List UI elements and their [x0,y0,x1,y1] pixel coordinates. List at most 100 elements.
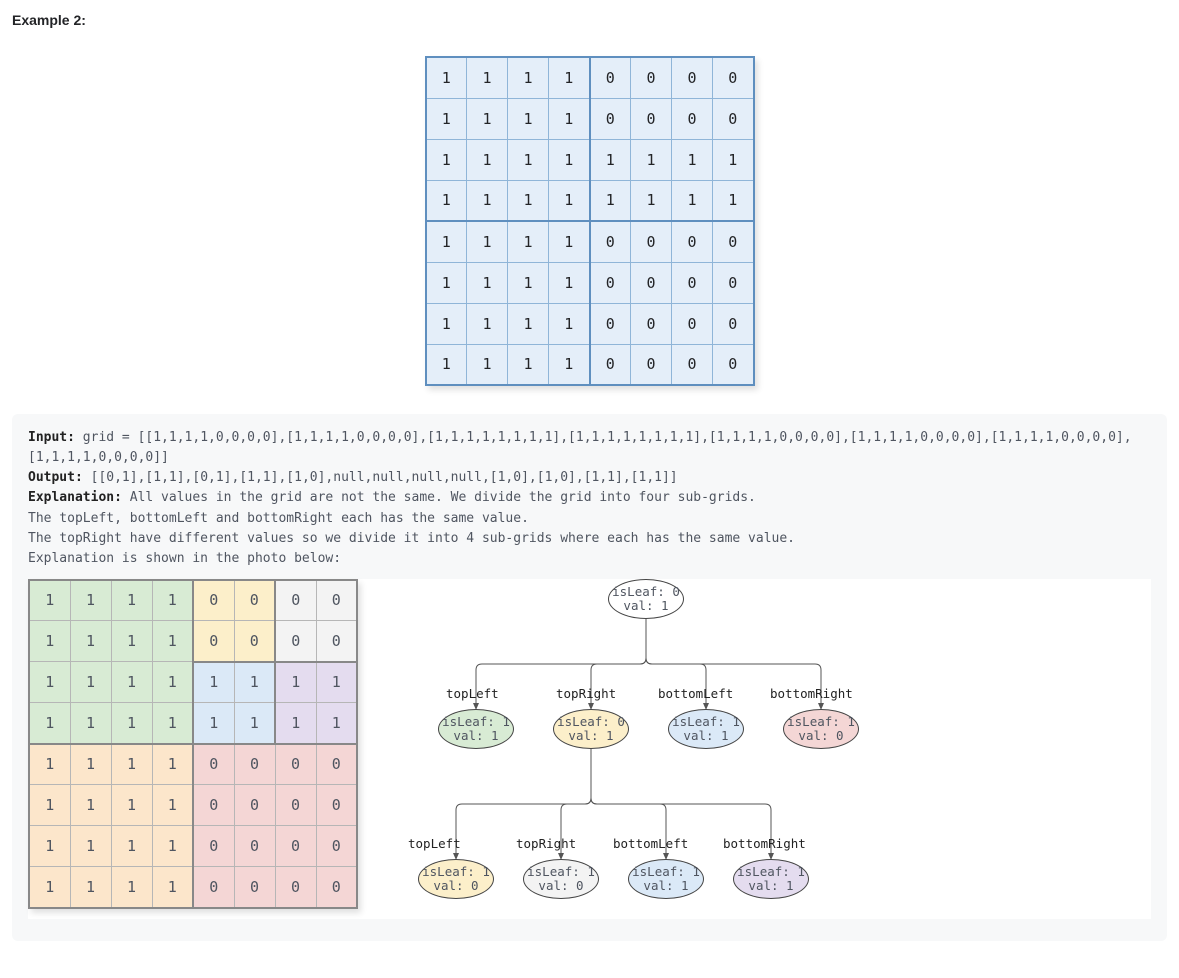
grid-cell: 1 [70,703,111,744]
grid-cell: 0 [590,57,631,98]
node-line2: val: 0 [433,879,478,893]
top-grid: 1111000011110000111111111111111111110000… [425,56,755,386]
grid-cell: 0 [672,221,713,262]
grid-cell: 1 [70,580,111,621]
grid-cell: 0 [713,98,754,139]
output-text: [[0,1],[1,1],[0,1],[1,1],[1,0],null,null… [83,470,678,485]
grid-cell: 1 [426,98,467,139]
grid-cell: 0 [590,303,631,344]
grid-cell: 1 [426,344,467,385]
grid-cell: 1 [111,621,152,662]
grid-cell: 1 [152,867,193,908]
grid-cell: 1 [70,867,111,908]
grid-cell: 1 [713,139,754,180]
grid-cell: 1 [152,580,193,621]
tree-node: isLeaf: 0val: 1 [553,709,629,749]
edge-label: bottomRight [723,834,806,853]
tree-node: isLeaf: 1val: 0 [783,709,859,749]
grid-cell: 1 [672,139,713,180]
grid-cell: 1 [467,303,508,344]
grid-cell: 1 [508,221,549,262]
grid-cell: 1 [111,580,152,621]
grid-cell: 1 [275,703,316,744]
grid-cell: 1 [29,703,70,744]
grid-cell: 0 [590,221,631,262]
edge-label: topLeft [446,684,499,703]
grid-cell: 0 [713,57,754,98]
colored-grid: 1111000011110000111111111111111111110000… [28,579,358,909]
grid-cell: 1 [549,98,590,139]
grid-cell: 0 [316,785,357,826]
explanation-label: Explanation: [28,490,122,505]
grid-cell: 0 [590,98,631,139]
grid-cell: 1 [631,180,672,221]
explanation-line: All values in the grid are not the same.… [122,490,756,505]
grid-cell: 0 [193,826,234,867]
grid-cell: 0 [316,744,357,785]
node-line1: isLeaf: 0 [557,715,625,729]
node-line2: val: 1 [568,729,613,743]
grid-cell: 1 [234,662,275,703]
grid-cell: 0 [672,98,713,139]
grid-cell: 0 [713,221,754,262]
grid-cell: 1 [70,621,111,662]
node-line1: isLeaf: 1 [442,715,510,729]
grid-cell: 0 [672,344,713,385]
grid-cell: 1 [111,662,152,703]
edge-label: bottomLeft [658,684,733,703]
grid-cell: 0 [193,580,234,621]
node-line1: isLeaf: 1 [632,865,700,879]
output-line: Output: [[0,1],[1,1],[0,1],[1,1],[1,0],n… [28,468,1151,488]
top-grid-container: 1111000011110000111111111111111111110000… [12,56,1167,386]
grid-cell: 0 [275,826,316,867]
grid-cell: 0 [316,621,357,662]
grid-cell: 1 [29,662,70,703]
grid-cell: 0 [631,57,672,98]
grid-cell: 0 [193,744,234,785]
grid-cell: 0 [234,580,275,621]
grid-cell: 0 [316,826,357,867]
grid-cell: 1 [549,221,590,262]
tree-node: isLeaf: 1val: 1 [668,709,744,749]
input-text: grid = [[1,1,1,1,0,0,0,0],[1,1,1,1,0,0,0… [28,430,1132,465]
tree-node: isLeaf: 1val: 1 [628,859,704,899]
node-line1: isLeaf: 0 [612,585,680,599]
grid-cell: 1 [549,303,590,344]
grid-cell: 1 [111,785,152,826]
edge-label: topRight [516,834,576,853]
grid-cell: 1 [152,703,193,744]
grid-cell: 1 [152,826,193,867]
grid-cell: 1 [590,180,631,221]
code-block: Input: grid = [[1,1,1,1,0,0,0,0],[1,1,1,… [12,414,1167,941]
edge-label: topRight [556,684,616,703]
grid-cell: 1 [426,180,467,221]
grid-cell: 0 [234,621,275,662]
grid-cell: 1 [275,662,316,703]
grid-cell: 1 [29,580,70,621]
grid-cell: 1 [508,180,549,221]
grid-cell: 1 [631,139,672,180]
grid-cell: 0 [234,867,275,908]
grid-cell: 1 [193,703,234,744]
grid-cell: 0 [316,867,357,908]
grid-cell: 0 [672,57,713,98]
node-line2: val: 0 [798,729,843,743]
edge-label: bottomRight [770,684,853,703]
grid-cell: 1 [29,867,70,908]
tree-node: isLeaf: 1val: 0 [418,859,494,899]
grid-cell: 1 [508,98,549,139]
grid-cell: 1 [111,826,152,867]
grid-cell: 0 [275,785,316,826]
edge-label: topLeft [408,834,461,853]
explanation-line: Explanation is shown in the photo below: [28,549,1151,569]
node-line2: val: 1 [643,879,688,893]
input-line: Input: grid = [[1,1,1,1,0,0,0,0],[1,1,1,… [28,428,1151,468]
grid-cell: 1 [29,744,70,785]
grid-cell: 1 [508,303,549,344]
node-line2: val: 0 [538,879,583,893]
explanation-line: The topLeft, bottomLeft and bottomRight … [28,509,1151,529]
grid-cell: 0 [193,867,234,908]
node-line2: val: 1 [453,729,498,743]
grid-cell: 1 [193,662,234,703]
grid-cell: 1 [508,139,549,180]
